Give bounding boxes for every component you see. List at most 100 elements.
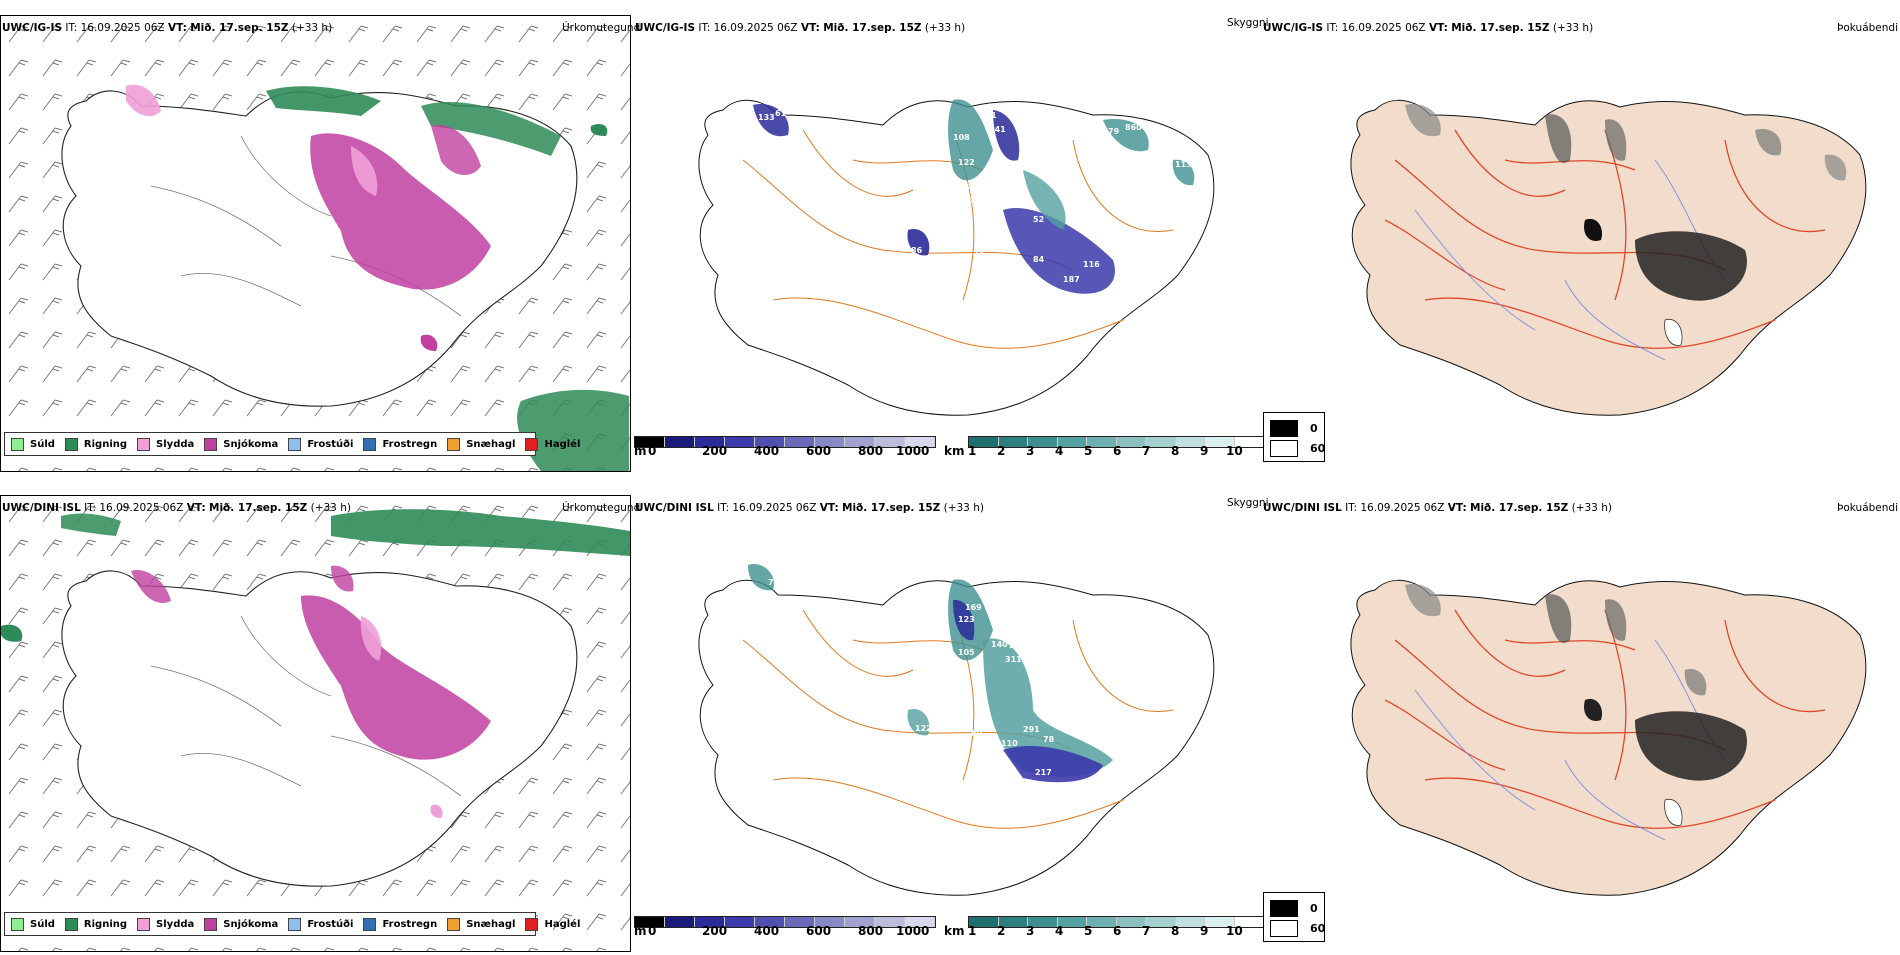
precip-header: UWC/IG-IS IT: 16.09.2025 06Z VT: Mið. 17…	[2, 22, 332, 34]
legend-label: Haglél	[544, 438, 581, 450]
height-label: 308	[1038, 292, 1055, 301]
height-label: 291	[1023, 725, 1040, 734]
fog-legend-item: 60	[1270, 440, 1325, 457]
fog-map	[1350, 579, 1867, 896]
legend-item: Frostregn	[363, 437, 438, 451]
model-name: UWC/DINI ISL	[1263, 502, 1342, 514]
fog-map	[1350, 99, 1867, 416]
vt-value: Mið. 17.sep. 15Z	[190, 22, 289, 34]
visibility-tick: 2	[997, 444, 1006, 458]
legend-swatch	[11, 917, 24, 931]
height-label: 108	[953, 133, 970, 142]
fog-legend-item: 0	[1270, 900, 1318, 917]
vt-label: VT:	[167, 22, 187, 34]
visibility-tick: 9	[1200, 924, 1209, 938]
height-label: 141	[989, 125, 1006, 134]
fog-header: UWC/DINI ISL IT: 16.09.2025 06Z VT: Mið.…	[1263, 502, 1612, 514]
visibility-tick: 1	[968, 924, 977, 938]
height-tick: 1000	[896, 444, 930, 458]
legend-label: Súld	[30, 918, 55, 930]
legend-label: Rigning	[83, 438, 128, 450]
visibility-tick: 5	[1084, 924, 1093, 938]
legend-swatch	[11, 437, 24, 451]
height-label: 131	[1051, 688, 1068, 697]
visibility-tick: 7	[1142, 444, 1151, 458]
it-value: 16.09.2025 06Z	[1360, 502, 1445, 514]
legend-item: Snæhagl	[447, 437, 516, 451]
legend-swatch	[363, 437, 377, 451]
height-label: 311	[1005, 655, 1022, 664]
visibility-tick: 4	[1055, 924, 1064, 938]
visibility-tick: 6	[1113, 444, 1122, 458]
legend-item: Haglél	[525, 437, 581, 451]
fog-legend-swatch	[1270, 900, 1298, 917]
precip-type-panel: UWC/IG-IS IT: 16.09.2025 06Z VT: Mið. 17…	[0, 0, 640, 475]
visibility-unit: km	[944, 444, 965, 458]
height-label: 122	[915, 724, 932, 733]
visibility-tick: 4	[1055, 444, 1064, 458]
height-label: 110	[1001, 739, 1018, 748]
precip-legend: Súld Rigning Slydda Snjókoma Frostúði Fr…	[4, 912, 580, 936]
legend-swatch	[137, 917, 151, 931]
visibility-tick: 10	[1226, 444, 1243, 458]
height-label: 79	[768, 578, 780, 587]
fog-panel: UWC/IG-IS IT: 16.09.2025 06Z VT: Mið. 17…	[1263, 0, 1900, 475]
height-tick: 800	[858, 924, 884, 938]
fog-header: UWC/IG-IS IT: 16.09.2025 06Z VT: Mið. 17…	[1263, 22, 1593, 34]
legend-label: Haglél	[544, 918, 581, 930]
height-label: 23	[973, 249, 984, 258]
legend-swatch	[288, 437, 302, 451]
visibility-panel: 133 61 30 108 161 141 122 162 225 115 10…	[633, 0, 1269, 475]
fog-legend-item: 0	[1270, 420, 1318, 437]
model-name: UWC/DINI ISL	[635, 502, 714, 514]
fog-legend: 0 60	[1263, 412, 1325, 462]
visibility-header: UWC/IG-IS IT: 16.09.2025 06Z VT: Mið. 17…	[635, 22, 965, 34]
it-value: 16.09.2025 06Z	[1341, 22, 1426, 34]
it-value: 16.09.2025 06Z	[80, 22, 165, 34]
legend-item: Súld	[11, 917, 55, 931]
height-label: 61	[775, 109, 787, 118]
legend-label: Súld	[30, 438, 55, 450]
legend-swatch	[525, 917, 539, 931]
vt-value: Mið. 17.sep. 15Z	[1451, 22, 1550, 34]
legend-label: Snæhagl	[466, 918, 516, 930]
legend-item: Snjókoma	[204, 437, 278, 451]
row-ig-is: UWC/IG-IS IT: 16.09.2025 06Z VT: Mið. 17…	[0, 0, 1900, 475]
legend-swatch	[288, 917, 302, 931]
legend-swatch	[447, 437, 461, 451]
vt-value: Mið. 17.sep. 15Z	[842, 502, 941, 514]
it-label: IT:	[65, 22, 78, 34]
height-tick: 200	[702, 444, 728, 458]
legend-swatch	[204, 917, 218, 931]
it-value: 16.09.2025 06Z	[732, 502, 817, 514]
height-label: 860	[1125, 123, 1142, 132]
height-tick: 0	[648, 444, 657, 458]
height-label: 101	[958, 196, 975, 205]
height-label: 123	[1005, 260, 1022, 269]
it-label: IT:	[698, 22, 711, 34]
visibility-panel: 79 169 123 140 105 219 311 131 122 60 11…	[633, 480, 1269, 955]
visibility-title: Skyggni	[1227, 17, 1269, 29]
height-label: 189	[1156, 139, 1173, 148]
height-tick: 400	[754, 444, 780, 458]
legend-label: Frostregn	[382, 438, 438, 450]
precip-map	[1, 16, 630, 471]
height-label: 65	[1098, 735, 1110, 744]
height-tick: 400	[754, 924, 780, 938]
height-label: 86	[911, 246, 923, 255]
legend-label: Rigning	[83, 918, 128, 930]
height-label: 133	[758, 113, 775, 122]
height-label: 169	[965, 603, 982, 612]
fog-legend-label: 60	[1310, 922, 1326, 935]
legend-label: Snæhagl	[466, 438, 516, 450]
height-label: 78	[1043, 735, 1055, 744]
height-label: 136	[1043, 327, 1060, 336]
precip-legend: Súld Rigning Slydda Snjókoma Frostúði Fr…	[4, 432, 580, 456]
legend-swatch	[64, 917, 78, 931]
fog-legend-swatch	[1270, 440, 1298, 457]
vt-value: Mið. 17.sep. 15Z	[1470, 502, 1569, 514]
legend-label: Snjókoma	[223, 918, 279, 930]
visibility-tick: 3	[1026, 444, 1035, 458]
model-name: UWC/IG-IS	[635, 22, 696, 34]
height-label: 79	[1108, 127, 1120, 136]
